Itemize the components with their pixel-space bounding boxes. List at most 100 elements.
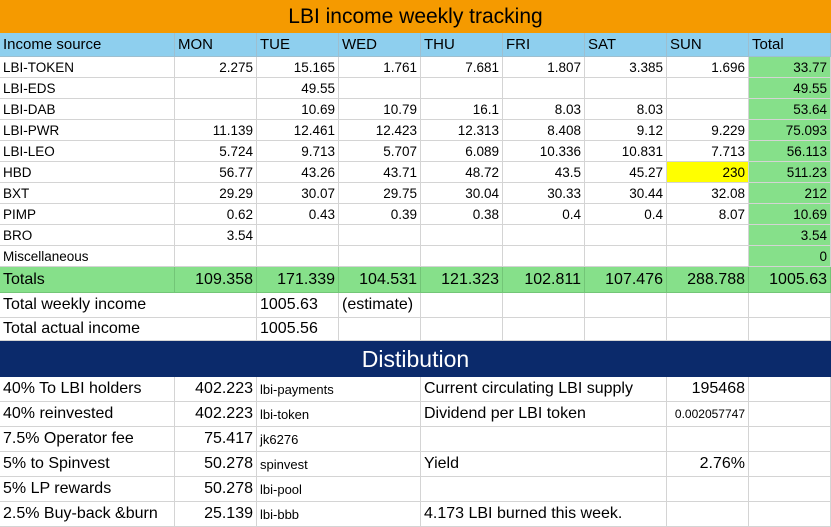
sun-cell[interactable] [667,99,749,120]
distribution-amount[interactable]: 402.223 [175,377,257,402]
wed-cell[interactable]: 43.71 [339,162,421,183]
source-cell[interactable]: PIMP [0,204,175,225]
distribution-info-label[interactable]: Current circulating LBI supply [421,377,667,402]
sat-cell[interactable] [585,225,667,246]
header-thu[interactable]: THU [421,33,503,57]
totals-label[interactable]: Totals [0,267,175,293]
header-sun[interactable]: SUN [667,33,749,57]
total-cell[interactable]: 10.69 [749,204,831,225]
total-cell[interactable]: 3.54 [749,225,831,246]
actual-income-value[interactable]: 1005.56 [257,318,339,341]
tue-cell[interactable]: 49.55 [257,78,339,99]
empty-cell[interactable] [749,502,831,527]
source-cell[interactable]: LBI-DAB [0,99,175,120]
mon-cell[interactable]: 5.724 [175,141,257,162]
empty-cell[interactable] [749,452,831,477]
mon-cell[interactable]: 11.139 [175,120,257,141]
source-cell[interactable]: LBI-EDS [0,78,175,99]
sun-cell[interactable]: 1.696 [667,57,749,78]
tue-cell[interactable] [257,246,339,267]
distribution-info-value[interactable] [667,502,749,527]
mon-cell[interactable]: 3.54 [175,225,257,246]
sun-cell-highlighted[interactable]: 230 [667,162,749,183]
mon-cell[interactable] [175,78,257,99]
sat-cell[interactable]: 10.831 [585,141,667,162]
source-cell[interactable]: LBI-TOKEN [0,57,175,78]
sat-cell[interactable]: 3.385 [585,57,667,78]
mon-cell[interactable]: 2.275 [175,57,257,78]
totals-thu[interactable]: 121.323 [421,267,503,293]
weekly-income-label[interactable]: Total weekly income [0,293,257,318]
distribution-account[interactable]: lbi-token [257,402,421,427]
distribution-account[interactable]: spinvest [257,452,421,477]
distribution-info-label[interactable]: Dividend per LBI token [421,402,667,427]
thu-cell[interactable]: 48.72 [421,162,503,183]
empty-cell[interactable] [667,318,749,341]
sat-cell[interactable]: 0.4 [585,204,667,225]
wed-cell[interactable] [339,246,421,267]
fri-cell[interactable] [503,246,585,267]
total-cell[interactable]: 49.55 [749,78,831,99]
distribution-info-label[interactable]: Yield [421,452,667,477]
header-total[interactable]: Total [749,33,831,57]
thu-cell[interactable]: 12.313 [421,120,503,141]
fri-cell[interactable]: 8.408 [503,120,585,141]
sat-cell[interactable]: 8.03 [585,99,667,120]
wed-cell[interactable]: 5.707 [339,141,421,162]
empty-cell[interactable] [667,293,749,318]
distribution-amount[interactable]: 50.278 [175,452,257,477]
totals-tue[interactable]: 171.339 [257,267,339,293]
distribution-info-label[interactable] [421,427,667,452]
sun-cell[interactable]: 9.229 [667,120,749,141]
distribution-label[interactable]: 5% LP rewards [0,477,175,502]
fri-cell[interactable]: 1.807 [503,57,585,78]
tue-cell[interactable]: 30.07 [257,183,339,204]
tue-cell[interactable]: 15.165 [257,57,339,78]
thu-cell[interactable]: 16.1 [421,99,503,120]
distribution-account[interactable]: lbi-payments [257,377,421,402]
total-cell[interactable]: 53.64 [749,99,831,120]
header-income-source[interactable]: Income source [0,33,175,57]
mon-cell[interactable]: 29.29 [175,183,257,204]
tue-cell[interactable] [257,225,339,246]
distribution-info-value[interactable]: 0.002057747 [667,402,749,427]
fri-cell[interactable]: 8.03 [503,99,585,120]
sun-cell[interactable]: 7.713 [667,141,749,162]
sun-cell[interactable]: 8.07 [667,204,749,225]
empty-cell[interactable] [749,402,831,427]
wed-cell[interactable]: 29.75 [339,183,421,204]
thu-cell[interactable]: 6.089 [421,141,503,162]
empty-cell[interactable] [585,318,667,341]
sun-cell[interactable]: 32.08 [667,183,749,204]
distribution-account[interactable]: lbi-pool [257,477,421,502]
distribution-label[interactable]: 2.5% Buy-back &burn [0,502,175,527]
distribution-label[interactable]: 40% reinvested [0,402,175,427]
tue-cell[interactable]: 0.43 [257,204,339,225]
empty-cell[interactable] [749,293,831,318]
actual-income-label[interactable]: Total actual income [0,318,257,341]
fri-cell[interactable]: 0.4 [503,204,585,225]
wed-cell[interactable]: 10.79 [339,99,421,120]
weekly-income-value[interactable]: 1005.63 [257,293,339,318]
source-cell[interactable]: HBD [0,162,175,183]
distribution-account[interactable]: lbi-bbb [257,502,421,527]
header-wed[interactable]: WED [339,33,421,57]
empty-cell[interactable] [749,377,831,402]
sat-cell[interactable] [585,246,667,267]
distribution-info-value[interactable]: 195468 [667,377,749,402]
mon-cell[interactable]: 56.77 [175,162,257,183]
source-cell[interactable]: LBI-PWR [0,120,175,141]
wed-cell[interactable]: 0.39 [339,204,421,225]
mon-cell[interactable] [175,99,257,120]
total-cell[interactable]: 33.77 [749,57,831,78]
fri-cell[interactable] [503,78,585,99]
empty-cell[interactable] [749,318,831,341]
empty-cell[interactable] [749,427,831,452]
sun-cell[interactable] [667,225,749,246]
header-tue[interactable]: TUE [257,33,339,57]
empty-cell[interactable] [585,293,667,318]
thu-cell[interactable]: 7.681 [421,57,503,78]
total-cell[interactable]: 212 [749,183,831,204]
empty-cell[interactable] [503,293,585,318]
source-cell[interactable]: Miscellaneous [0,246,175,267]
